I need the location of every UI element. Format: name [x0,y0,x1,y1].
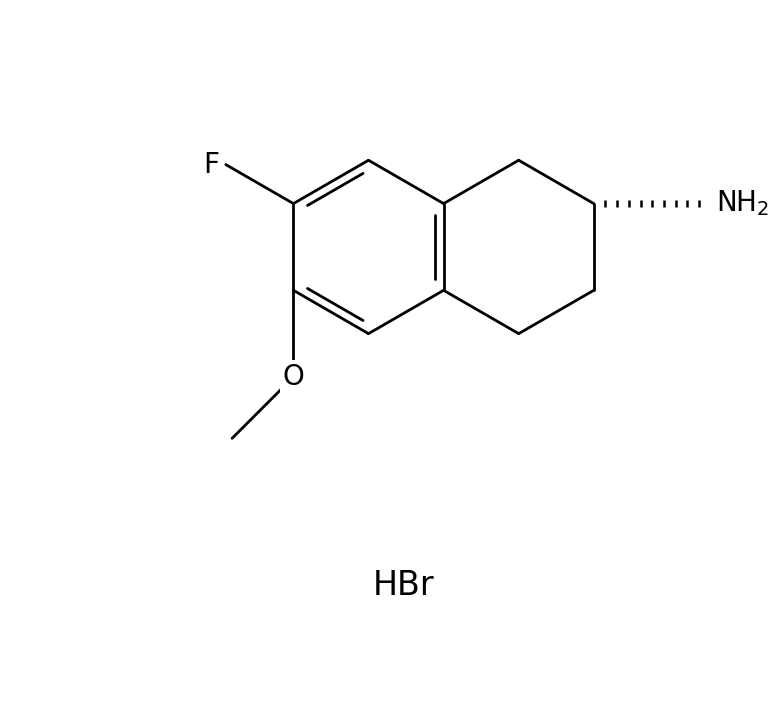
Text: HBr: HBr [372,569,434,602]
Text: O: O [282,363,304,391]
Text: NH$_2$: NH$_2$ [716,189,769,218]
Text: F: F [203,150,219,178]
